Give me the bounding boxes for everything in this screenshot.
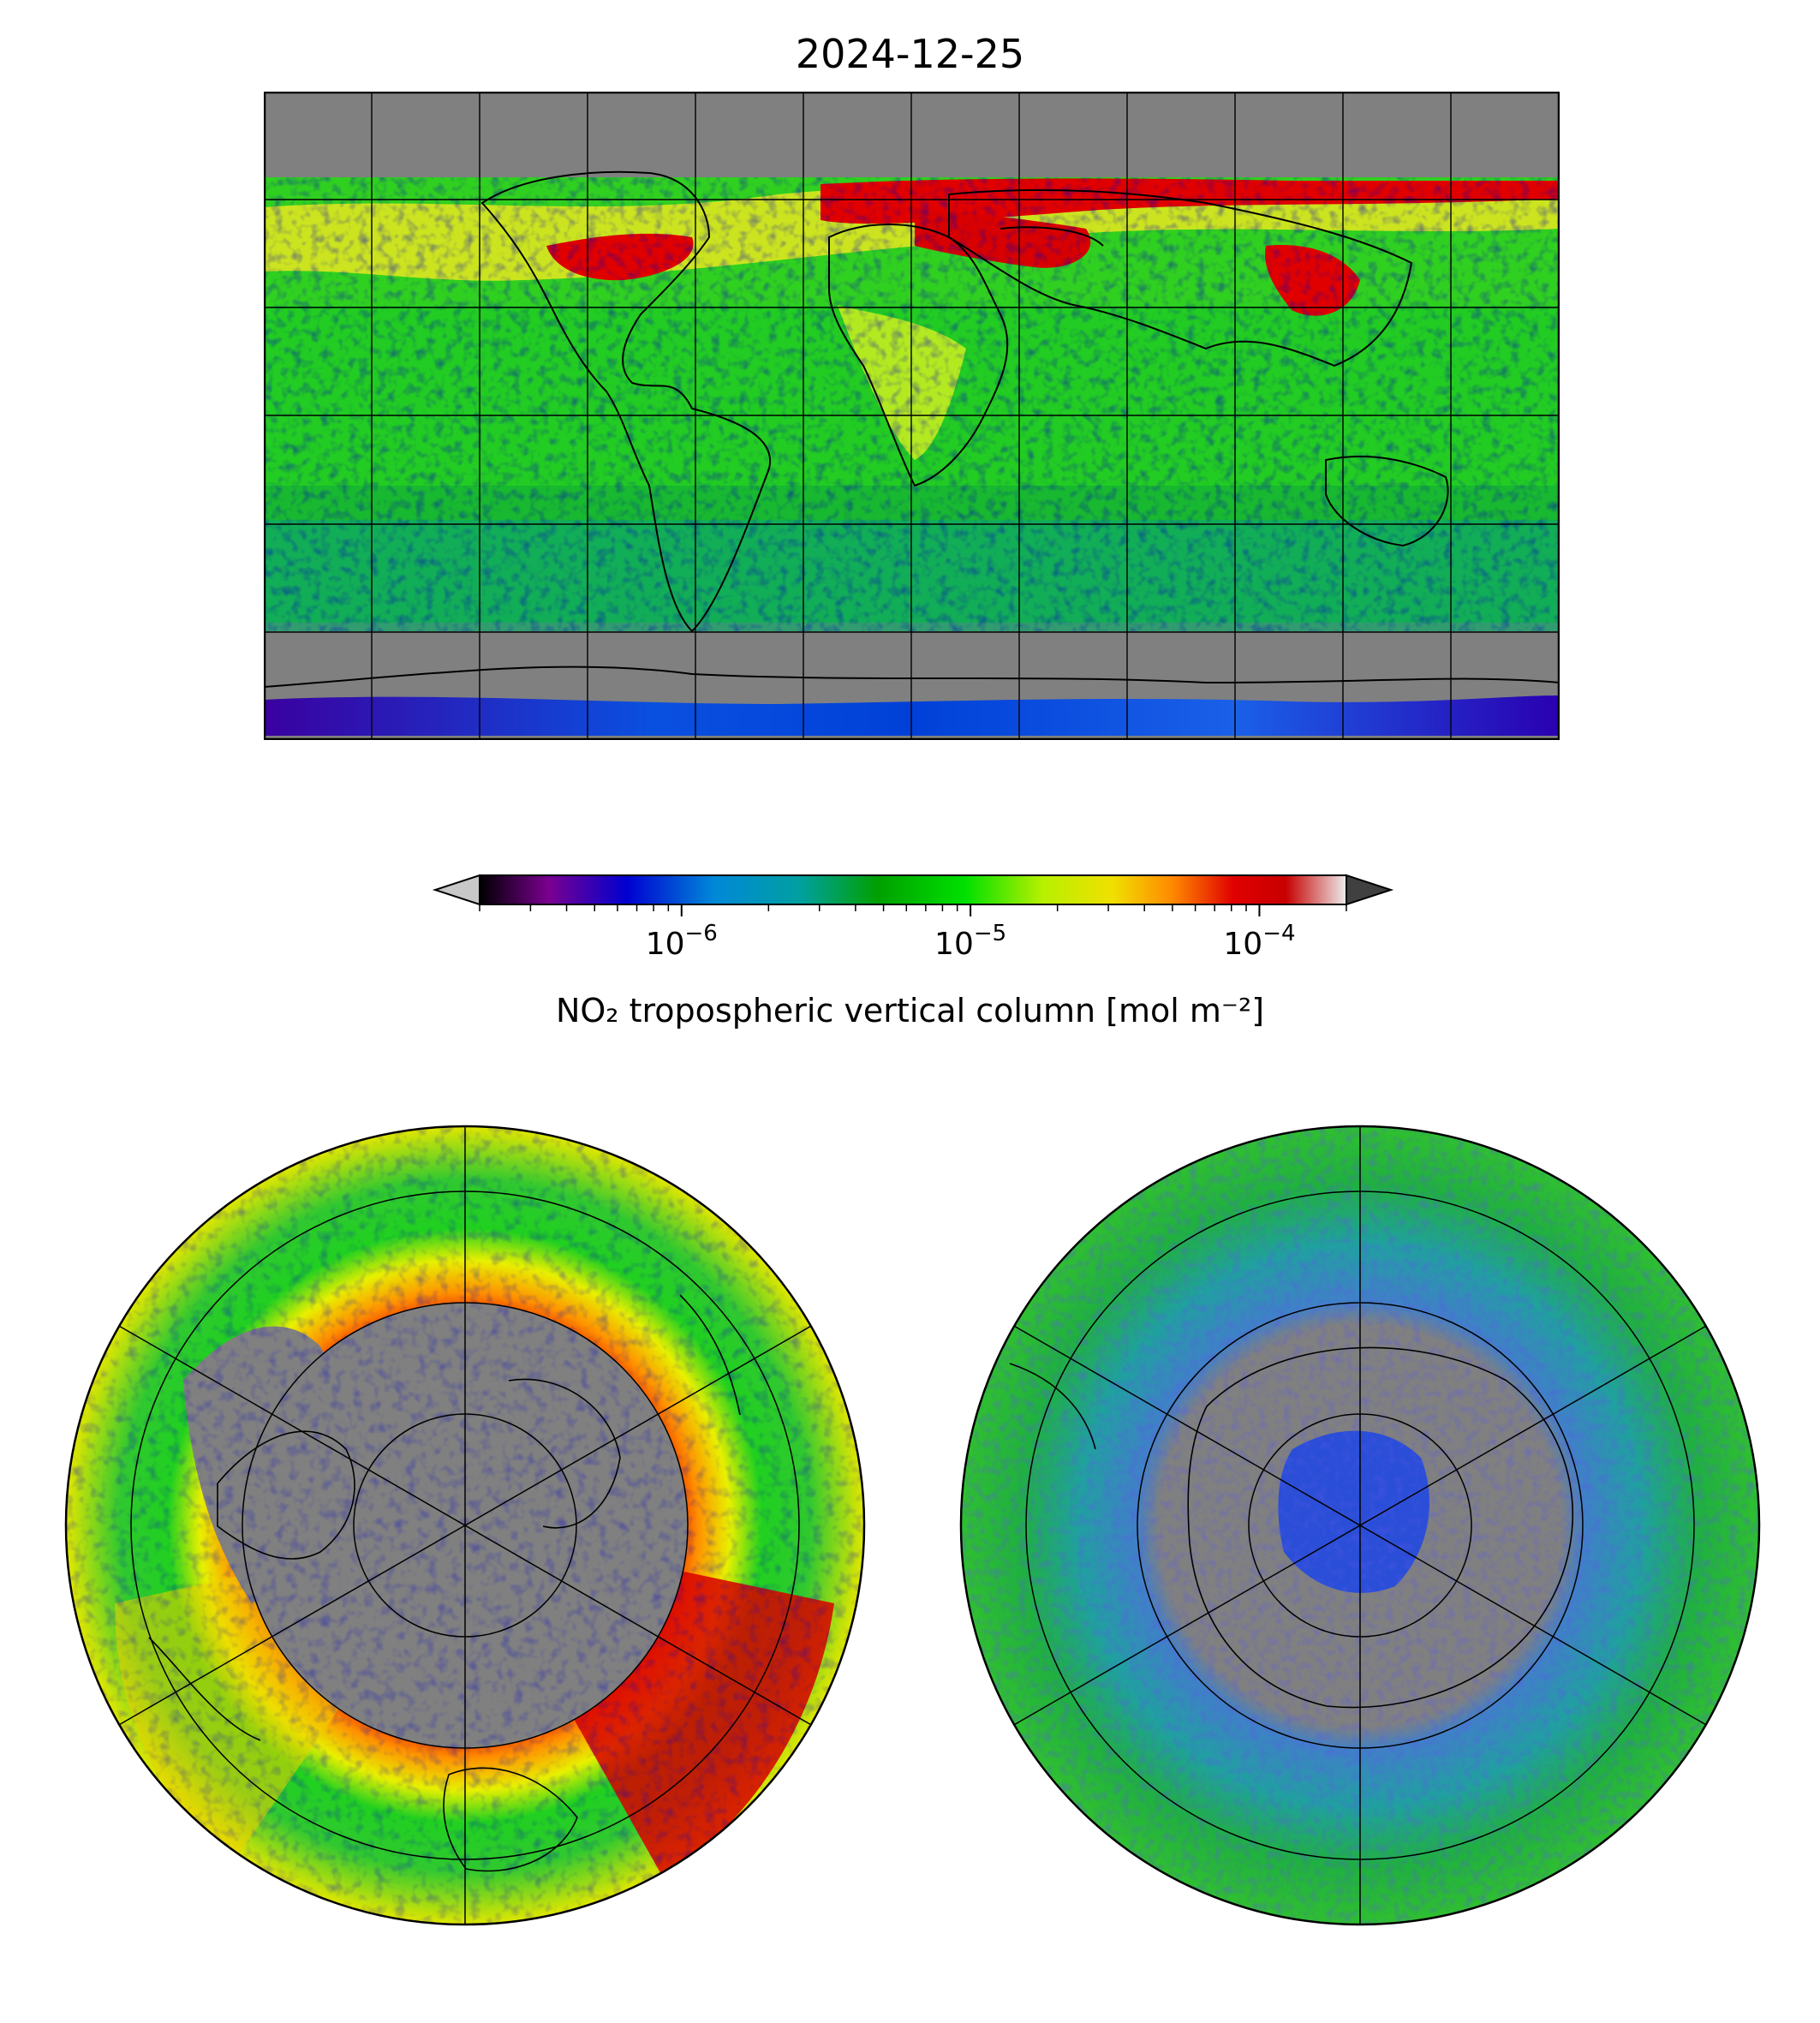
colorbar-over-extension xyxy=(1346,874,1394,906)
gridlines xyxy=(264,92,1560,740)
north-polar-map xyxy=(64,1125,866,1926)
north-coastlines xyxy=(148,1294,741,1872)
colorbar-tick-label: 10−6 xyxy=(646,921,718,962)
colorbar-under-extension xyxy=(432,874,480,906)
north-gridlines xyxy=(116,1126,814,1925)
south-polar-map xyxy=(959,1125,1761,1926)
colorbar-gradient xyxy=(479,874,1347,905)
world-map xyxy=(264,92,1560,740)
coastlines xyxy=(264,170,1560,688)
colorbar-tick-label: 10−4 xyxy=(1223,921,1295,962)
south-gridlines xyxy=(1011,1126,1709,1925)
figure-title: 2024-12-25 xyxy=(795,31,1025,77)
colorbar-label: NO₂ tropospheric vertical column [mol m⁻… xyxy=(555,992,1265,1029)
colorbar-ticks: 10−6 10−5 10−4 xyxy=(479,904,1347,962)
colorbar: 10−6 10−5 10−4 xyxy=(432,874,1394,962)
colorbar-tick-label: 10−5 xyxy=(934,921,1006,962)
